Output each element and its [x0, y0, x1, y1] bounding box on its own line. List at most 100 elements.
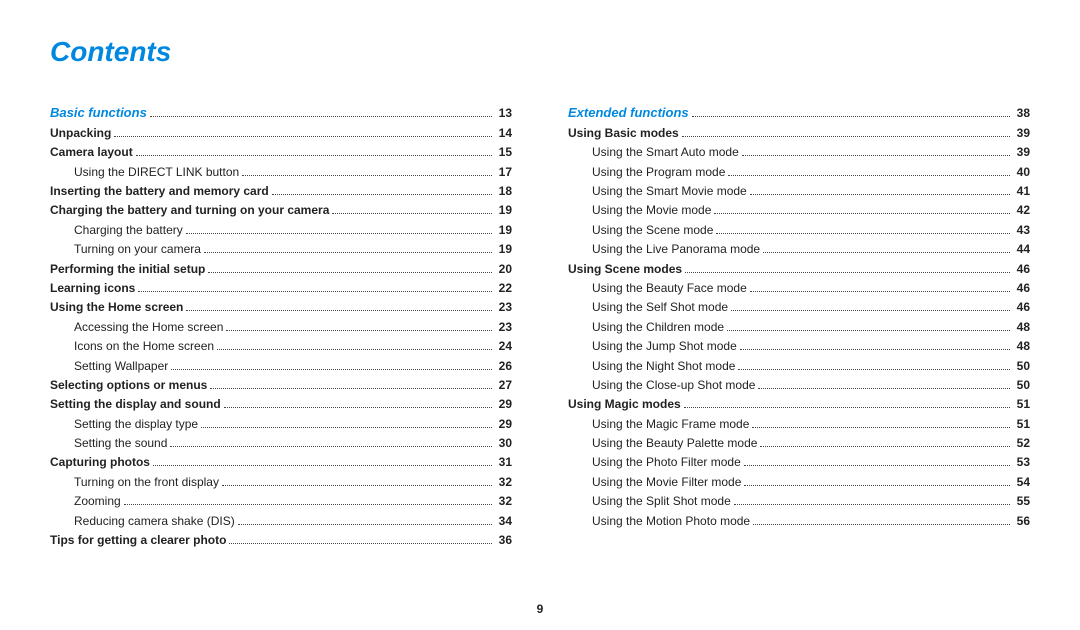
toc-entry-label: Using the DIRECT LINK button — [74, 164, 239, 181]
toc-entry[interactable]: Setting the display and sound29 — [50, 396, 512, 413]
toc-entry[interactable]: Using the Smart Auto mode39 — [568, 144, 1030, 161]
dot-leader — [734, 498, 1010, 505]
toc-entry[interactable]: Inserting the battery and memory card18 — [50, 183, 512, 200]
dot-leader — [204, 246, 492, 253]
toc-entry[interactable]: Capturing photos31 — [50, 454, 512, 471]
toc-entry[interactable]: Unpacking14 — [50, 125, 512, 142]
dot-leader — [186, 304, 491, 311]
toc-entry[interactable]: Using the Scene mode43 — [568, 222, 1030, 239]
toc-entry[interactable]: Zooming 32 — [50, 493, 512, 510]
toc-entry[interactable]: Using the Smart Movie mode41 — [568, 183, 1030, 200]
toc-entry-label: Using the Close-up Shot mode — [592, 377, 755, 394]
toc-entry-page: 19 — [495, 241, 512, 258]
toc-entry[interactable]: Using the Photo Filter mode53 — [568, 454, 1030, 471]
toc-entry[interactable]: Icons on the Home screen24 — [50, 338, 512, 355]
toc-entry[interactable]: Turning on the front display32 — [50, 474, 512, 491]
toc-entry-label: Learning icons — [50, 280, 135, 297]
toc-entry-label: Tips for getting a clearer photo — [50, 532, 226, 549]
dot-leader — [763, 246, 1010, 253]
toc-entry[interactable]: Using Basic modes39 — [568, 125, 1030, 142]
toc-entry-label: Using the Live Panorama mode — [592, 241, 760, 258]
toc-entry-label: Using the Program mode — [592, 164, 725, 181]
toc-entry[interactable]: Reducing camera shake (DIS)34 — [50, 513, 512, 530]
dot-leader — [150, 110, 492, 117]
toc-entry[interactable]: Using the Home screen23 — [50, 299, 512, 316]
page-number: 9 — [0, 602, 1080, 616]
dot-leader — [170, 440, 491, 447]
toc-entry-page: 19 — [495, 202, 512, 219]
toc-entry[interactable]: Setting the display type 29 — [50, 416, 512, 433]
toc-entry-page: 22 — [495, 280, 512, 297]
toc-entry-label: Using the Jump Shot mode — [592, 338, 737, 355]
dot-leader — [744, 459, 1010, 466]
toc-entry-page: 29 — [495, 416, 512, 433]
toc-entry-page: 14 — [495, 125, 512, 142]
toc-entry[interactable]: Charging the battery19 — [50, 222, 512, 239]
dot-leader — [750, 285, 1010, 292]
toc-entry-label: Performing the initial setup — [50, 261, 205, 278]
toc-entry[interactable]: Tips for getting a clearer photo36 — [50, 532, 512, 549]
toc-entry-label: Icons on the Home screen — [74, 338, 214, 355]
toc-entry[interactable]: Camera layout15 — [50, 144, 512, 161]
toc-entry[interactable]: Charging the battery and turning on your… — [50, 202, 512, 219]
toc-entry[interactable]: Performing the initial setup 20 — [50, 261, 512, 278]
toc-entry-label: Using the Scene mode — [592, 222, 713, 239]
toc-entry[interactable]: Using the Movie Filter mode54 — [568, 474, 1030, 491]
toc-entry[interactable]: Using Scene modes46 — [568, 261, 1030, 278]
toc-entry[interactable]: Selecting options or menus27 — [50, 377, 512, 394]
toc-entry-label: Using the Split Shot mode — [592, 493, 731, 510]
dot-leader — [714, 207, 1009, 214]
dot-leader — [728, 168, 1009, 175]
dot-leader — [731, 304, 1010, 311]
toc-entry[interactable]: Learning icons 22 — [50, 280, 512, 297]
toc-entry-page: 48 — [1013, 338, 1030, 355]
dot-leader — [752, 421, 1009, 428]
toc-entry-page: 51 — [1013, 416, 1030, 433]
toc-entry[interactable]: Using the Close-up Shot mode50 — [568, 377, 1030, 394]
dot-leader — [136, 149, 492, 156]
toc-entry-label: Zooming — [74, 493, 121, 510]
toc-entry-page: 20 — [495, 261, 512, 278]
toc-entry[interactable]: Using the DIRECT LINK button17 — [50, 164, 512, 181]
toc-entry[interactable]: Using Magic modes51 — [568, 396, 1030, 413]
toc-entry[interactable]: Using the Movie mode42 — [568, 202, 1030, 219]
toc-entry[interactable]: Using the Motion Photo mode56 — [568, 513, 1030, 530]
toc-entry-page: 46 — [1013, 261, 1030, 278]
toc-entry-label: Inserting the battery and memory card — [50, 183, 269, 200]
toc-entry-page: 23 — [495, 319, 512, 336]
toc-entry[interactable]: Using the Beauty Palette mode52 — [568, 435, 1030, 452]
toc-entry[interactable]: Using the Self Shot mode46 — [568, 299, 1030, 316]
toc-entry[interactable]: Accessing the Home screen 23 — [50, 319, 512, 336]
toc-entry[interactable]: Using the Magic Frame mode51 — [568, 416, 1030, 433]
dot-leader — [210, 382, 491, 389]
toc-entry[interactable]: Setting the sound30 — [50, 435, 512, 452]
toc-entry[interactable]: Using the Program mode40 — [568, 164, 1030, 181]
toc-section-header[interactable]: Extended functions38 — [568, 104, 1030, 123]
toc-entry[interactable]: Using the Jump Shot mode 48 — [568, 338, 1030, 355]
dot-leader — [760, 440, 1009, 447]
dot-leader — [740, 343, 1010, 350]
toc-entry[interactable]: Using the Night Shot mode50 — [568, 358, 1030, 375]
toc-entry[interactable]: Setting Wallpaper26 — [50, 358, 512, 375]
toc-entry-page: 32 — [495, 493, 512, 510]
toc-entry-label: Capturing photos — [50, 454, 150, 471]
dot-leader — [332, 207, 491, 214]
toc-entry[interactable]: Using the Live Panorama mode 44 — [568, 241, 1030, 258]
dot-leader — [738, 362, 1009, 369]
toc-entry-label: Using the Movie Filter mode — [592, 474, 741, 491]
toc-entry-page: 51 — [1013, 396, 1030, 413]
toc-entry-label: Accessing the Home screen — [74, 319, 223, 336]
toc-entry-page: 44 — [1013, 241, 1030, 258]
dot-leader — [153, 459, 492, 466]
toc-entry-page: 39 — [1013, 125, 1030, 142]
toc-entry-label: Using the Home screen — [50, 299, 183, 316]
toc-entry-label: Using the Beauty Face mode — [592, 280, 747, 297]
toc-entry-label: Setting the display type — [74, 416, 198, 433]
toc-entry-page: 15 — [495, 144, 512, 161]
toc-entry[interactable]: Using the Beauty Face mode46 — [568, 280, 1030, 297]
toc-entry[interactable]: Using the Split Shot mode 55 — [568, 493, 1030, 510]
toc-entry[interactable]: Turning on your camera19 — [50, 241, 512, 258]
toc-entry[interactable]: Using the Children mode48 — [568, 319, 1030, 336]
toc-entry-page: 55 — [1013, 493, 1030, 510]
toc-section-header[interactable]: Basic functions13 — [50, 104, 512, 123]
